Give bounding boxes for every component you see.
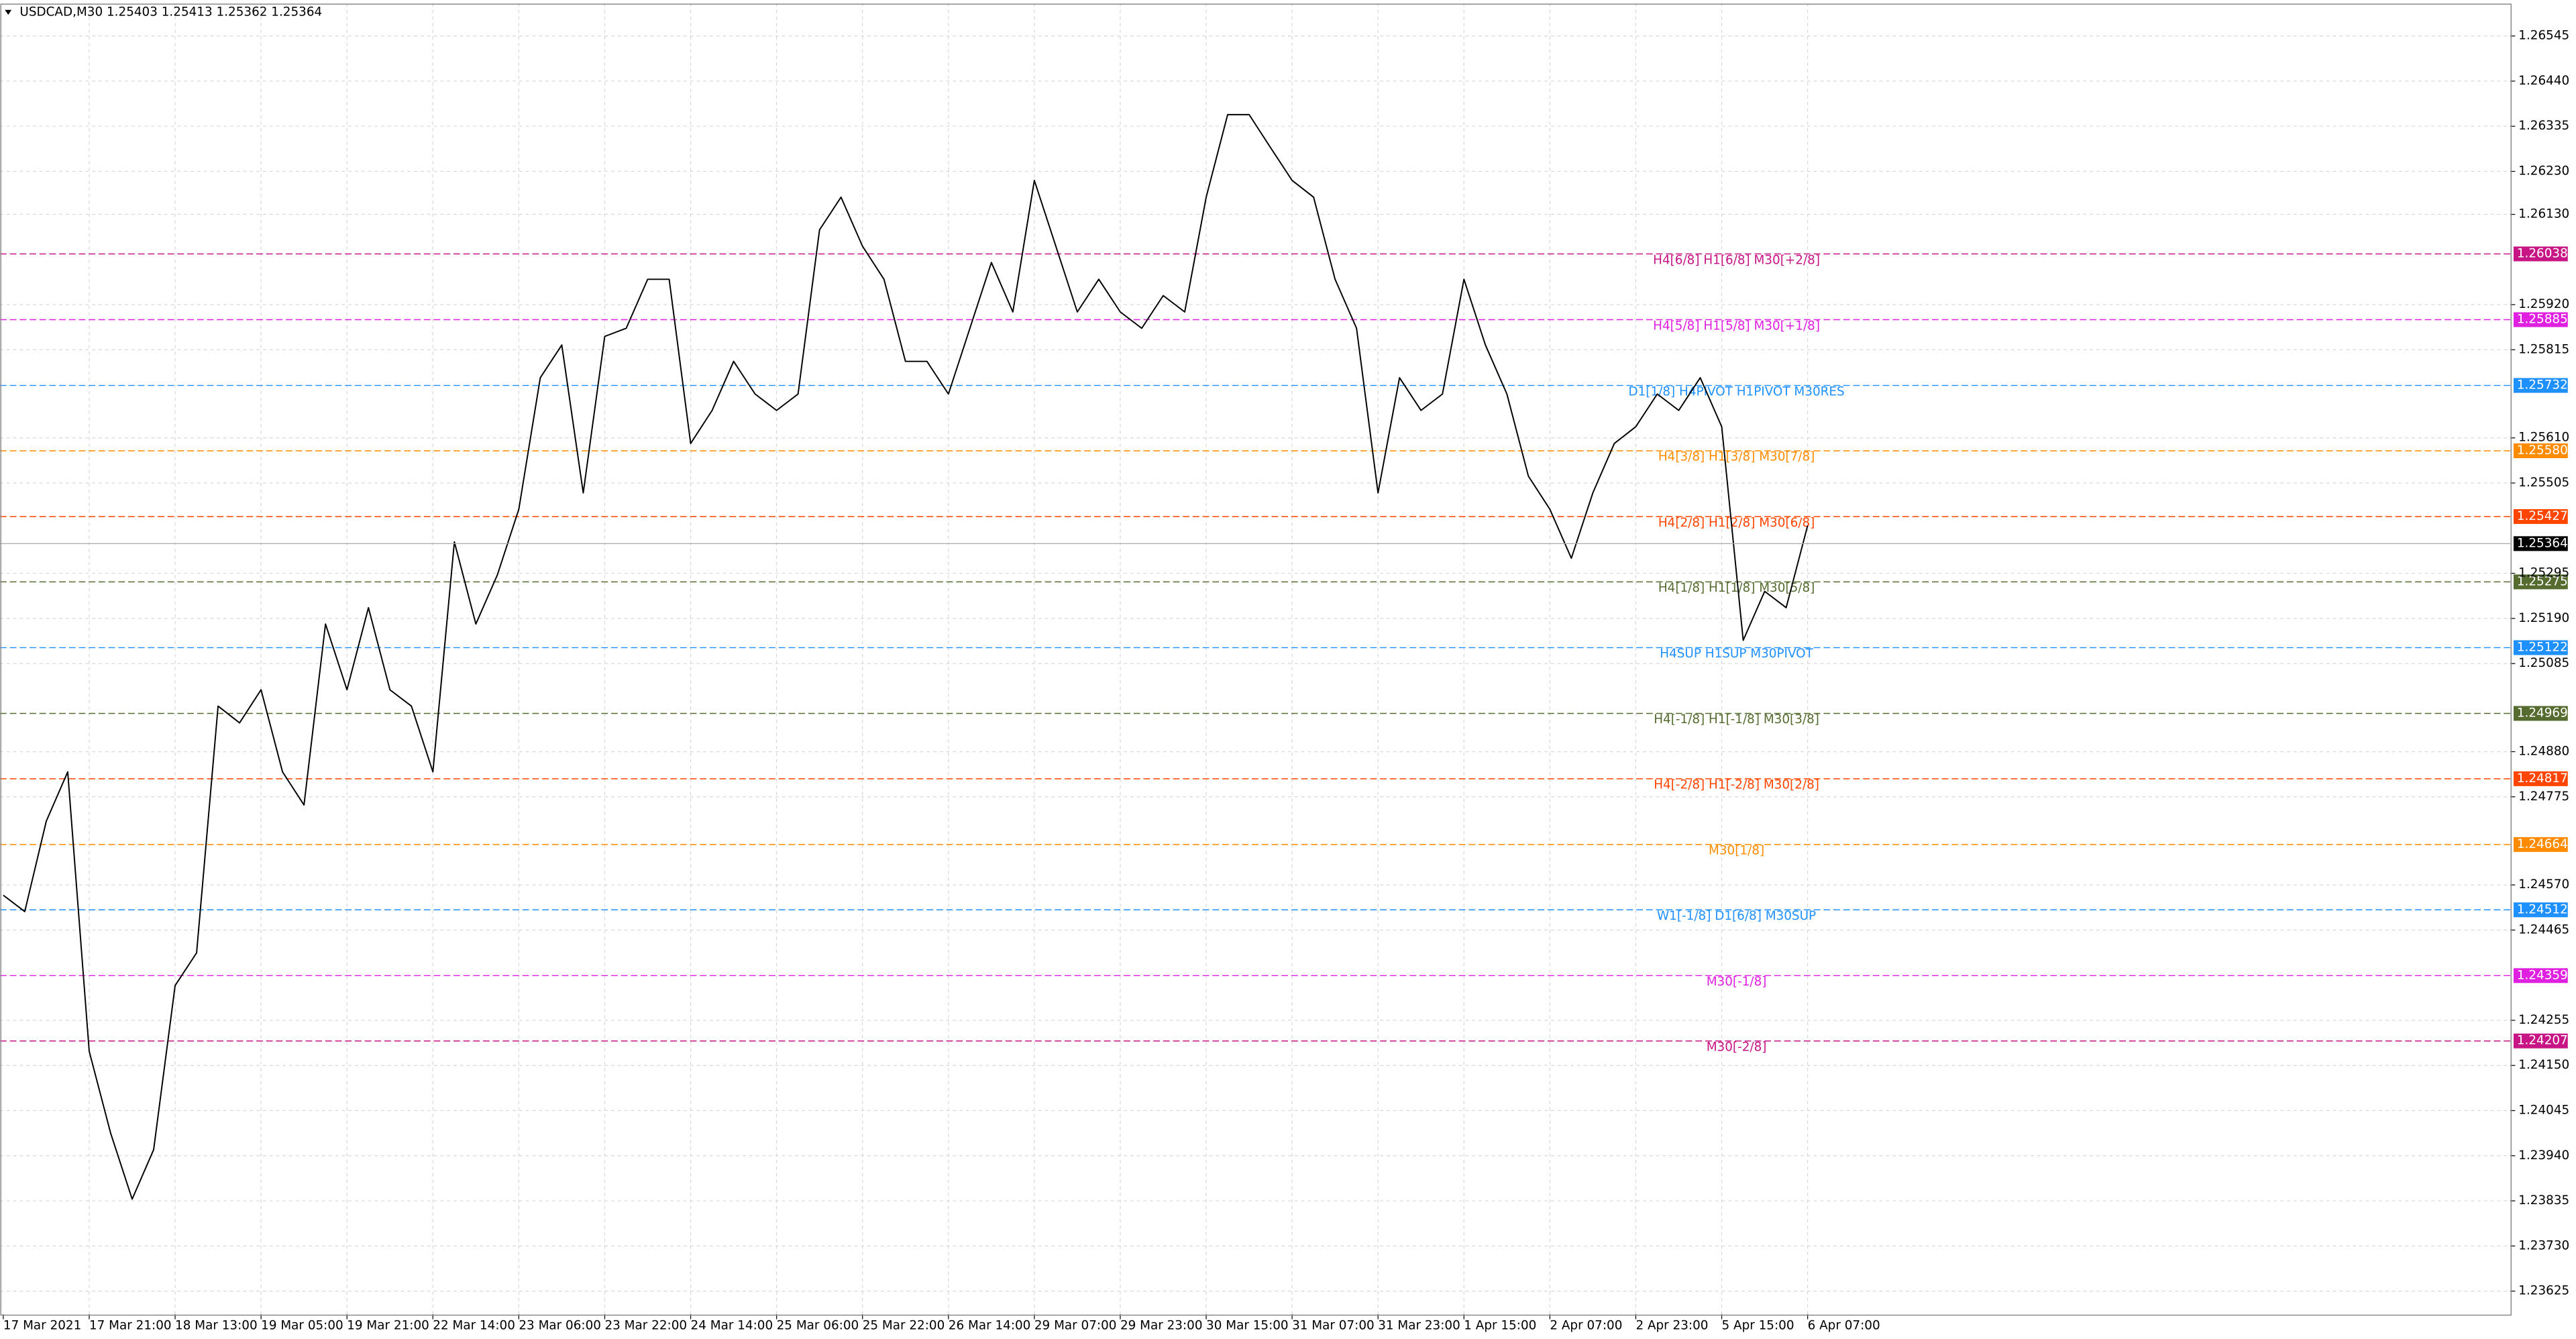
level-tag: [2513, 443, 2568, 458]
level-tag: [2513, 640, 2568, 655]
x-tick-label: 1 Apr 15:00: [1464, 1318, 1536, 1332]
level-tag: [2513, 312, 2568, 327]
level-tag-label: 1.25122: [2517, 640, 2568, 654]
y-tick-label: 1.26130: [2518, 207, 2569, 221]
x-tick-label: 24 Mar 14:00: [691, 1318, 773, 1332]
level-label: H4[-1/8] H1[-1/8] M30[3/8]: [1654, 712, 1819, 727]
level-tag-label: 1.24512: [2517, 902, 2568, 916]
symbol-header: USDCAD,M30 1.25403 1.25413 1.25362 1.253…: [19, 5, 322, 19]
y-tick-label: 1.23940: [2518, 1148, 2569, 1163]
y-tick-label: 1.23730: [2518, 1238, 2569, 1252]
y-tick-label: 1.25085: [2518, 656, 2569, 670]
level-label: H4[5/8] H1[5/8] M30[+1/8]: [1653, 319, 1820, 333]
level-label: W1[-1/8] D1[6/8] M30SUP: [1657, 909, 1816, 923]
y-tick-label: 1.24880: [2518, 744, 2569, 758]
level-tag-label: 1.26038: [2517, 246, 2568, 260]
level-tag: [2513, 968, 2568, 983]
x-tick-label: 25 Mar 06:00: [777, 1318, 859, 1332]
level-tag: [2513, 508, 2568, 525]
level-label: D1[1/8] H4PIVOT H1PIVOT M30RES: [1628, 384, 1844, 398]
level-tag-label: 1.25885: [2517, 313, 2568, 327]
level-tag-label: 1.24359: [2517, 968, 2568, 982]
y-tick-label: 1.24150: [2518, 1058, 2569, 1072]
x-tick-label: 17 Mar 21:00: [89, 1318, 172, 1332]
plot-frame: [0, 3, 2512, 1316]
level-label: H4SUP H1SUP M30PIVOT: [1660, 647, 1813, 661]
y-tick-label: 1.25815: [2518, 342, 2569, 356]
level-tag-label: 1.24207: [2517, 1034, 2568, 1048]
x-tick-label: 23 Mar 06:00: [519, 1318, 601, 1332]
level-tag: [2513, 902, 2568, 918]
y-tick-label: 1.26440: [2518, 74, 2569, 88]
y-tick-label: 1.23835: [2518, 1193, 2569, 1208]
y-tick-label: 1.24570: [2518, 877, 2569, 892]
level-tag: [2513, 378, 2568, 393]
y-tick-label: 1.24775: [2518, 790, 2569, 804]
x-tick-label: 18 Mar 13:00: [175, 1318, 258, 1332]
level-label: H4[3/8] H1[3/8] M30[7/8]: [1658, 450, 1815, 464]
current-price-label: 1.25364: [2517, 536, 2568, 550]
y-tick-label: 1.24045: [2518, 1104, 2569, 1118]
x-tick-label: 30 Mar 15:00: [1206, 1318, 1289, 1332]
level-label: H4[2/8] H1[2/8] M30[6/8]: [1658, 516, 1815, 530]
x-tick-label: 26 Mar 14:00: [949, 1318, 1031, 1332]
levels-layer: H4[6/8] H1[6/8] M30[+2/8] 1.26038 H4[5/8] …: [0, 246, 2568, 1055]
level-tag: [2513, 1033, 2568, 1049]
level-tag-label: 1.24664: [2517, 837, 2568, 851]
level-tag: [2513, 574, 2568, 590]
level-tag: [2513, 246, 2568, 262]
level-label: H4[6/8] H1[6/8] M30[+2/8]: [1653, 253, 1820, 267]
x-tick-label: 31 Mar 07:00: [1292, 1318, 1375, 1332]
level-label: H4[1/8] H1[1/8] M30[5/8]: [1658, 581, 1815, 595]
y-tick-label: 1.25295: [2518, 566, 2569, 580]
grid-layer: [0, 3, 2511, 1315]
level-label: H4[-2/8] H1[-2/8] M30[2/8]: [1654, 778, 1819, 792]
y-tick-label: 1.26230: [2518, 164, 2569, 178]
y-tick-label: 1.25610: [2518, 431, 2569, 445]
level-tag: [2513, 771, 2568, 786]
level-tag-label: 1.24969: [2517, 706, 2568, 720]
x-tick-label: 29 Mar 07:00: [1034, 1318, 1117, 1332]
y-tick-label: 1.23625: [2518, 1284, 2569, 1298]
level-tag-label: 1.25427: [2517, 509, 2568, 523]
price-line: [3, 113, 1809, 1200]
x-tick-label: 31 Mar 23:00: [1378, 1318, 1460, 1332]
level-label: M30[1/8]: [1709, 844, 1764, 858]
x-tick-label: 2 Apr 23:00: [1635, 1318, 1708, 1332]
x-tick-label: 2 Apr 07:00: [1550, 1318, 1622, 1332]
price-layer: [0, 113, 2511, 1200]
level-tag-label: 1.25580: [2517, 443, 2568, 458]
y-tick-label: 1.24255: [2518, 1013, 2569, 1027]
x-tick-label: 19 Mar 21:00: [347, 1318, 429, 1332]
y-tick-label: 1.24465: [2518, 922, 2569, 936]
x-tick-label: 29 Mar 23:00: [1120, 1318, 1203, 1332]
x-tick-label: 25 Mar 22:00: [863, 1318, 945, 1332]
level-tag: [2513, 837, 2568, 852]
level-tag-label: 1.25732: [2517, 378, 2568, 392]
x-tick-label: 17 Mar 2021: [3, 1318, 81, 1332]
x-tick-label: 6 Apr 07:00: [1808, 1318, 1880, 1332]
x-tick-label: 22 Mar 14:00: [433, 1318, 515, 1332]
x-tick-label: 5 Apr 15:00: [1722, 1318, 1794, 1332]
level-label: M30[-2/8]: [1707, 1040, 1767, 1055]
y-tick-label: 1.25190: [2518, 611, 2569, 625]
y-tick-label: 1.26545: [2518, 29, 2569, 43]
y-tick-label: 1.25505: [2518, 476, 2569, 490]
level-tag: [2513, 706, 2568, 721]
level-tag-label: 1.24817: [2517, 771, 2568, 786]
axis-layer: 1.26545 1.26440 1.26335 1.26230 1.26130 1.259…: [3, 29, 2569, 1332]
level-label: M30[-1/8]: [1707, 975, 1767, 989]
current-price-tag: [2513, 536, 2568, 551]
menu-arrow[interactable]: [5, 9, 12, 15]
y-tick-label: 1.25920: [2518, 297, 2569, 311]
x-tick-label: 19 Mar 05:00: [261, 1318, 343, 1332]
x-tick-label: 23 Mar 22:00: [604, 1318, 687, 1332]
level-tag-label: 1.25275: [2517, 574, 2568, 588]
y-tick-label: 1.26335: [2518, 119, 2569, 133]
